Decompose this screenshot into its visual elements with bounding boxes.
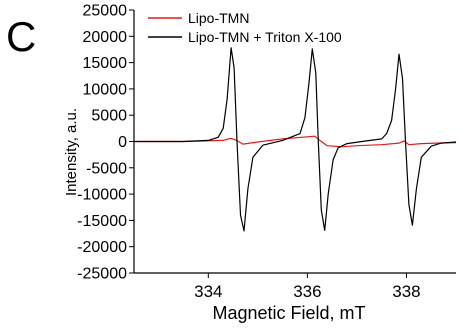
legend-label: Lipo-TMN + Triton X-100 [188,29,342,45]
series-layer [134,47,457,232]
panel-label: C [6,13,37,60]
y-tick-label: 25000 [83,3,128,20]
series-line-lipo-tmn [134,135,457,148]
y-tick-label: -15000 [77,213,127,230]
y-axis-ticks: 25000 20000 15000 10000 5000 0 -5000 -10000 -150… [77,3,134,283]
y-tick-label: 15000 [83,55,128,72]
y-tick-label: 20000 [83,29,128,46]
x-tick-label: 338 [392,282,420,301]
y-tick-label: 0 [118,134,127,151]
legend: Lipo-TMN Lipo-TMN + Triton X-100 [148,10,342,45]
y-tick-label: 5000 [91,108,127,125]
x-axis-label: Magnetic Field, mT [212,303,365,323]
y-tick-label: 10000 [83,81,128,98]
y-tick-label: -20000 [77,239,127,256]
y-axis-label: Intensity, a.u. [63,108,80,196]
y-tick-label: -25000 [77,266,127,283]
x-axis-ticks: 334 336 338 [194,273,421,301]
series-line-lipo-tmn-triton [134,47,457,232]
legend-label: Lipo-TMN [188,10,249,26]
y-tick-label: -5000 [86,160,127,177]
x-tick-label: 336 [293,282,321,301]
x-tick-label: 334 [194,282,222,301]
y-tick-label: -10000 [77,187,127,204]
